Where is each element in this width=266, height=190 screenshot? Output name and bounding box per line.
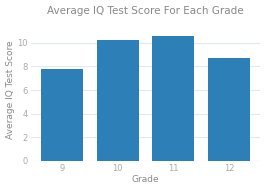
- Bar: [41, 69, 83, 161]
- Bar: [97, 40, 139, 161]
- Title: Average IQ Test Score For Each Grade: Average IQ Test Score For Each Grade: [47, 6, 244, 16]
- X-axis label: Grade: Grade: [132, 175, 159, 184]
- Y-axis label: Average IQ Test Score: Average IQ Test Score: [6, 41, 15, 139]
- Bar: [152, 36, 194, 161]
- Bar: [208, 58, 250, 161]
